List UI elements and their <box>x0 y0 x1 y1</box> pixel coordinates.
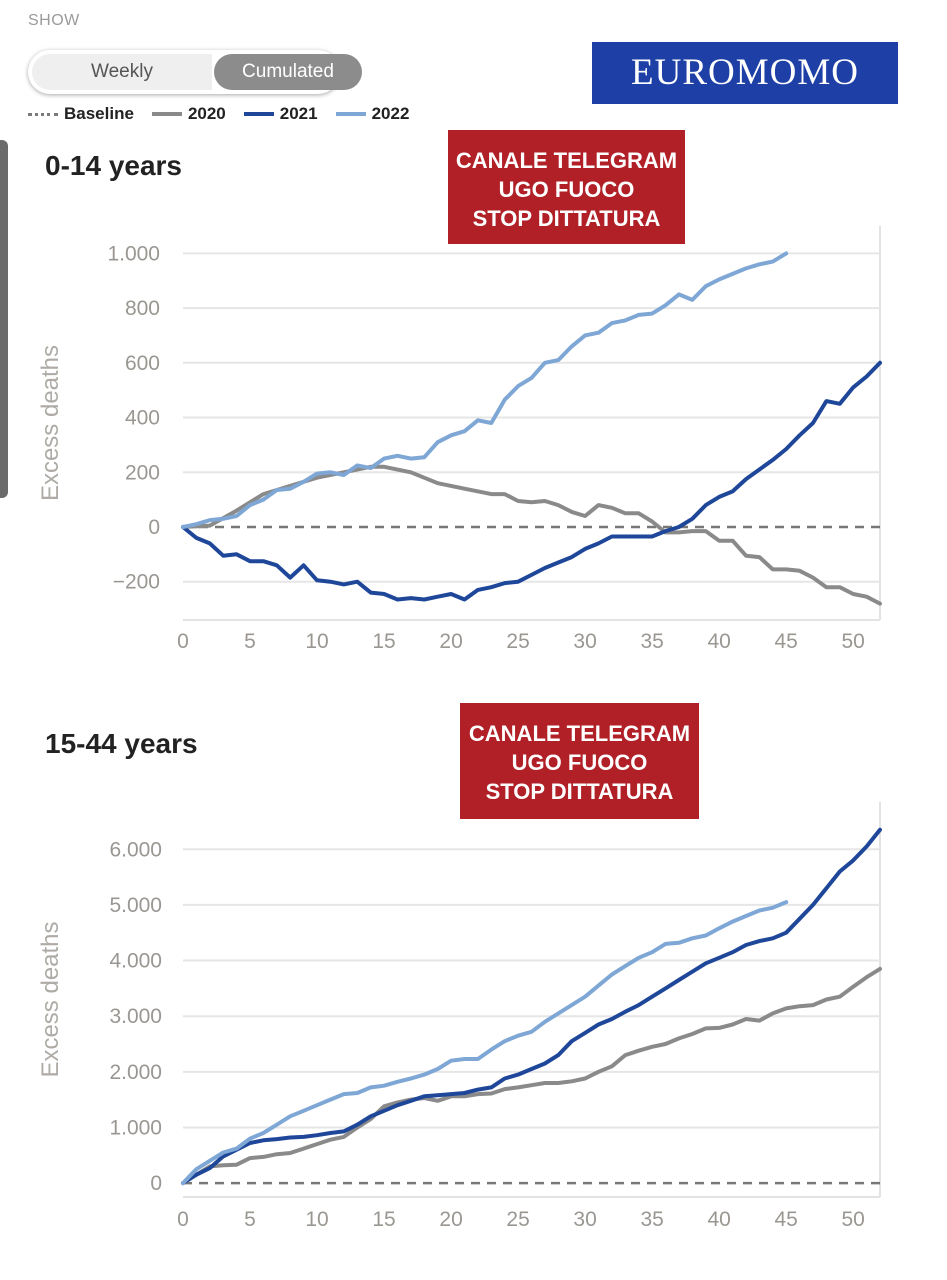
x-tick-label: 10 <box>305 1208 328 1231</box>
watermark-line: STOP DITTATURA <box>485 779 674 804</box>
legend-item-baseline[interactable]: Baseline <box>28 104 134 124</box>
chart-title-15-44: 15-44 years <box>45 728 198 759</box>
x-tick-label: 25 <box>506 1208 529 1231</box>
series-line-2021 <box>181 827 882 1186</box>
euromomo-logo: EUROMOMO <box>592 42 898 104</box>
x-tick-label: 15 <box>372 630 395 653</box>
line-2022-swatch-icon <box>335 112 366 116</box>
y-axis-label: Excess deaths <box>37 345 64 501</box>
x-tick-label: 10 <box>305 630 328 653</box>
telegram-watermark-banner: CANALE TELEGRAM UGO FUOCO STOP DITTATURA <box>448 130 685 244</box>
x-tick-label: 50 <box>842 630 865 653</box>
series-line-2020 <box>181 966 882 1186</box>
x-tick-label: 35 <box>640 630 663 653</box>
chart-legend: Baseline 2020 2021 2022 <box>28 102 427 126</box>
series-line-2022 <box>181 251 789 529</box>
y-tick-label: 6.000 <box>109 838 162 861</box>
toggle-weekly-button[interactable]: Weekly <box>32 54 212 90</box>
x-tick-label: 40 <box>707 630 730 653</box>
chart-title-0-14: 0-14 years <box>45 150 183 181</box>
show-label: SHOW <box>28 12 80 29</box>
y-tick-label: 800 <box>125 297 160 320</box>
x-tick-label: 40 <box>707 1208 730 1231</box>
legend-item-2022[interactable]: 2022 <box>335 104 410 124</box>
y-tick-label: 0 <box>148 516 160 539</box>
y-tick-label: 0 <box>150 1172 162 1195</box>
x-tick-label: 35 <box>640 1208 663 1231</box>
y-tick-label: 5.000 <box>109 894 162 917</box>
series-line-2022 <box>181 900 789 1186</box>
y-tick-label: 4.000 <box>109 950 162 973</box>
legend-item-2020[interactable]: 2020 <box>151 104 226 124</box>
line-2021-swatch-icon <box>243 112 274 116</box>
chart-0-14-years: −200 0 200 400 600 800 1.000 0 5 10 15 20 25 30 35 40 45… <box>37 226 882 653</box>
y-tick-label: 1.000 <box>109 1116 162 1139</box>
legend-item-2021[interactable]: 2021 <box>243 104 318 124</box>
legend-label: 2022 <box>371 104 410 123</box>
x-tick-label: 45 <box>774 630 797 653</box>
y-tick-label: 600 <box>125 352 160 375</box>
baseline-swatch-icon <box>28 112 58 116</box>
series-line-2021 <box>181 360 882 602</box>
y-tick-label: 400 <box>125 407 160 430</box>
x-tick-label: 30 <box>573 1208 596 1231</box>
y-axis-label: Excess deaths <box>37 921 64 1077</box>
x-tick-label: 0 <box>177 1208 189 1231</box>
x-tick-label: 50 <box>842 1208 865 1231</box>
y-tick-label: 3.000 <box>109 1005 162 1028</box>
legend-label: 2020 <box>187 104 226 123</box>
watermark-line: CANALE TELEGRAM <box>455 148 678 173</box>
watermark-line: CANALE TELEGRAM <box>468 721 691 746</box>
x-tick-label: 30 <box>573 630 596 653</box>
x-tick-label: 15 <box>372 1208 395 1231</box>
legend-label: Baseline <box>64 104 134 123</box>
y-tick-label: 200 <box>125 461 160 484</box>
x-tick-label: 20 <box>439 1208 462 1231</box>
toggle-cumulated-button[interactable]: Cumulated <box>214 54 362 90</box>
x-tick-label: 5 <box>244 1208 256 1231</box>
x-tick-label: 5 <box>244 630 256 653</box>
y-tick-label: 2.000 <box>109 1061 162 1084</box>
side-drawer-handle[interactable] <box>0 140 8 498</box>
line-2020-swatch-icon <box>151 112 182 116</box>
x-tick-label: 20 <box>439 630 462 653</box>
y-tick-label: 1.000 <box>107 242 160 265</box>
y-tick-label: −200 <box>113 571 160 594</box>
watermark-line: UGO FUOCO <box>511 750 648 775</box>
weekly-cumulated-toggle[interactable]: Weekly Cumulated <box>28 50 362 94</box>
telegram-watermark-banner: CANALE TELEGRAM UGO FUOCO STOP DITTATURA <box>460 703 699 819</box>
legend-label: 2021 <box>279 104 318 123</box>
x-tick-label: 0 <box>177 630 189 653</box>
x-tick-label: 45 <box>774 1208 797 1231</box>
watermark-line: STOP DITTATURA <box>472 206 661 231</box>
watermark-line: UGO FUOCO <box>498 177 635 202</box>
x-tick-label: 25 <box>506 630 529 653</box>
